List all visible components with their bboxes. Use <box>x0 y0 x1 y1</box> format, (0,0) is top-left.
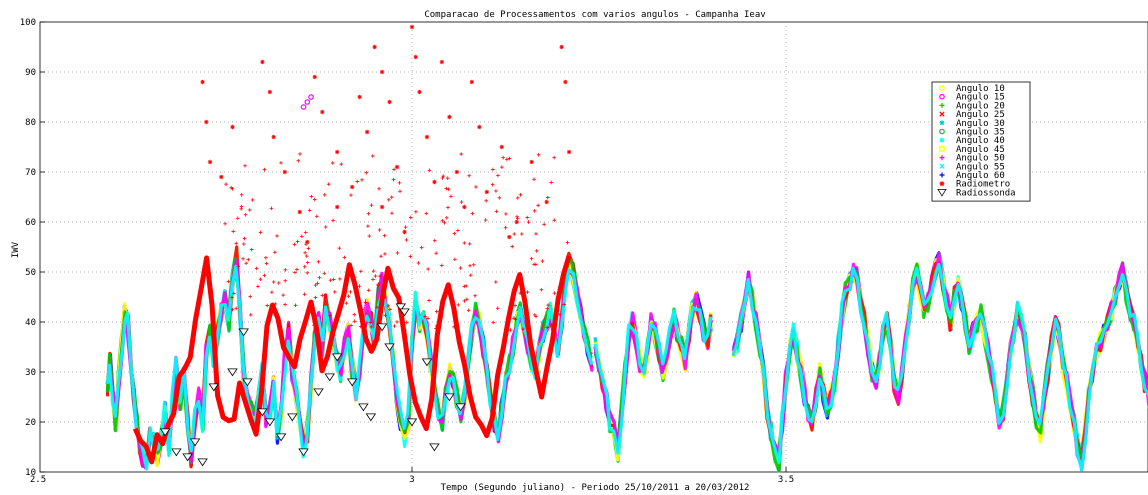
radiometro-point <box>298 210 302 214</box>
radiometro-point <box>447 115 451 119</box>
radiometro-point <box>507 235 511 239</box>
radiometro-point <box>470 80 474 84</box>
y-tick-label-30: 30 <box>25 368 36 378</box>
radiometro-point <box>477 125 481 129</box>
radiometro-point <box>425 135 429 139</box>
radiometro-point <box>500 145 504 149</box>
radiometro-point <box>563 80 567 84</box>
radiometro-point <box>380 205 384 209</box>
radiometro-point <box>402 230 406 234</box>
radiometro-point <box>335 150 339 154</box>
radiometro-point <box>204 120 208 124</box>
radiometro-point <box>260 60 264 64</box>
radiometro-point <box>462 205 466 209</box>
radiometro-point <box>417 90 421 94</box>
y-tick-label-70: 70 <box>25 168 36 178</box>
radiometro-point <box>230 125 234 129</box>
radiometro-point <box>440 60 444 64</box>
y-tick-label-50: 50 <box>25 268 36 278</box>
radiometro-point <box>410 25 414 29</box>
radiometro-point <box>432 180 436 184</box>
x-tick-label-2.5: 2.5 <box>30 475 46 485</box>
radiometro-point <box>208 160 212 164</box>
x-axis-title: Tempo (Segundo juliano) - Periodo 25/10/… <box>441 483 750 493</box>
y-axis-title: IWV <box>11 241 21 258</box>
radiometro-point <box>515 220 519 224</box>
y-tick-label-60: 60 <box>25 218 36 228</box>
x-tick-label-3: 3 <box>409 475 414 485</box>
chart-title: Comparacao de Processamentos com varios … <box>424 10 765 20</box>
radiometro-point <box>357 95 361 99</box>
radiometro-point <box>350 185 354 189</box>
radiometro-point <box>559 45 563 49</box>
radiometro-point <box>455 170 459 174</box>
radiometro-point <box>283 170 287 174</box>
legend-marker-icon <box>940 120 945 125</box>
radiometro-point <box>335 205 339 209</box>
y-tick-label-20: 20 <box>25 418 36 428</box>
y-tick-label-90: 90 <box>25 68 36 78</box>
radiometro-point <box>567 150 571 154</box>
radiometro-point <box>320 110 324 114</box>
radiometro-point <box>219 175 223 179</box>
radiometro-point <box>268 90 272 94</box>
radiometro-point <box>485 190 489 194</box>
radiometro-point <box>372 45 376 49</box>
y-tick-label-80: 80 <box>25 118 36 128</box>
radiometro-point <box>395 165 399 169</box>
radiometro-point <box>313 75 317 79</box>
radiometro-point <box>414 55 418 59</box>
legend-label: Radiossonda <box>956 188 1016 198</box>
radiometro-point <box>365 130 369 134</box>
legend-marker-icon <box>940 181 945 186</box>
y-tick-label-100: 100 <box>20 18 36 28</box>
radiometro-point <box>380 70 384 74</box>
legend-marker-icon <box>940 138 945 143</box>
radiometro-point <box>271 135 275 139</box>
y-tick-label-40: 40 <box>25 318 36 328</box>
radiometro-point <box>200 80 204 84</box>
radiometro-point <box>529 160 533 164</box>
x-tick-label-3.5: 3.5 <box>778 475 794 485</box>
radiometro-point <box>387 100 391 104</box>
